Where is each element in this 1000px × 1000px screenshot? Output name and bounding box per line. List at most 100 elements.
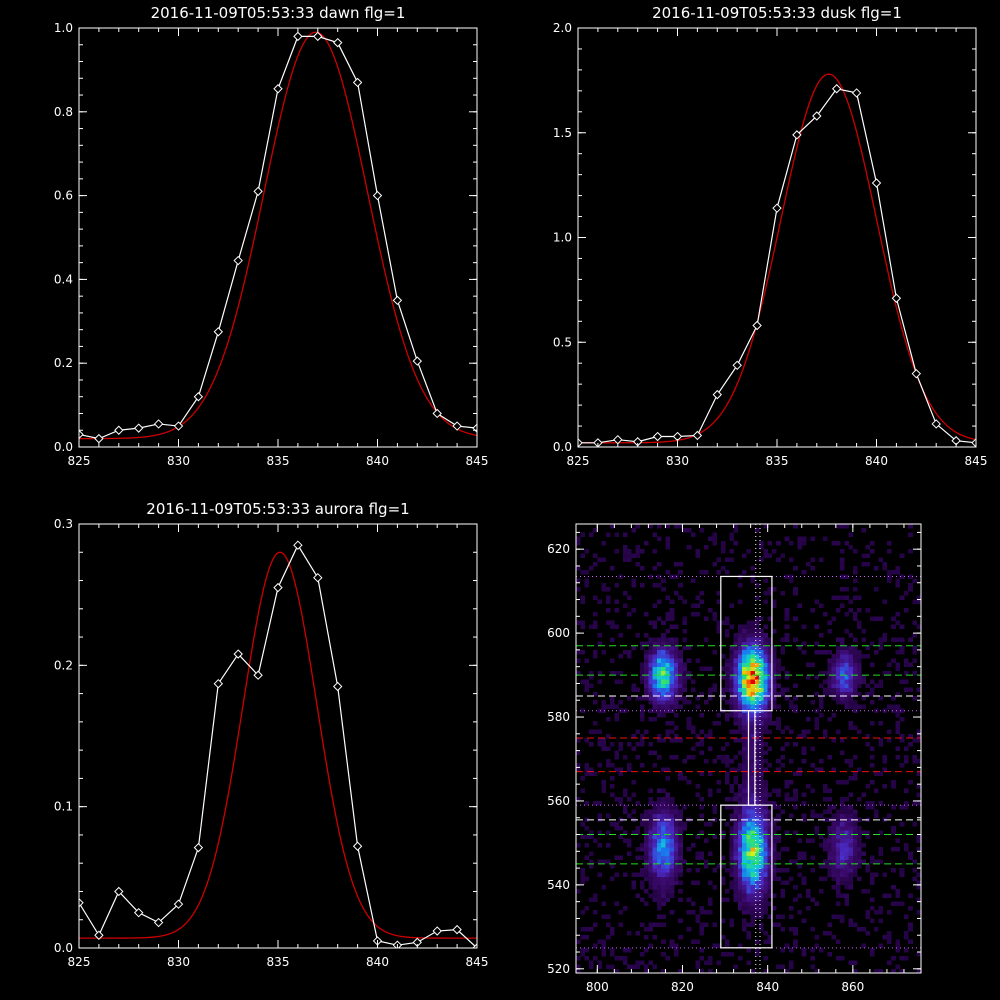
heatmap-cell: [699, 956, 705, 961]
heatmap-cell: [827, 788, 832, 793]
heatmap-cell: [725, 775, 730, 781]
heatmap-cell: [639, 645, 645, 651]
heatmap-cell: [827, 717, 832, 722]
heatmap-cell: [763, 910, 768, 915]
heatmap-cell: [746, 922, 751, 928]
heatmap-cell: [678, 595, 683, 600]
heatmap-cell: [708, 607, 713, 613]
heatmap-cell: [652, 813, 658, 819]
heatmap-cell: [661, 578, 666, 584]
heatmap-cell: [716, 788, 722, 793]
heatmap-cell: [737, 649, 743, 655]
heatmap-cell: [759, 872, 764, 877]
heatmap-cell: [656, 838, 662, 844]
heatmap-cell: [916, 599, 922, 605]
heatmap-cell: [852, 813, 858, 819]
heatmap-cell: [746, 884, 751, 890]
heatmap-cell: [780, 964, 785, 970]
heatmap-cell: [656, 582, 662, 588]
heatmap-cell: [746, 687, 751, 693]
heatmap-cell: [852, 863, 858, 869]
heatmap-cell: [635, 742, 641, 747]
heatmap-cell: [840, 691, 845, 697]
heatmap-cell: [771, 893, 777, 898]
heatmap-cell: [835, 880, 841, 886]
heatmap-cell: [844, 654, 849, 659]
heatmap-cell: [742, 926, 747, 932]
x-tick-label: 860: [841, 980, 864, 994]
heatmap-cell: [652, 851, 658, 856]
heatmap-cell: [742, 763, 747, 768]
heatmap-cell: [661, 637, 666, 642]
heatmap-cell: [852, 666, 858, 672]
heatmap-cell: [729, 859, 734, 865]
heatmap-cell: [627, 931, 632, 936]
heatmap-cell: [852, 960, 858, 965]
heatmap-cell: [814, 649, 820, 655]
heatmap-cell: [729, 649, 734, 655]
heatmap-cell: [810, 926, 815, 932]
heatmap-cell: [678, 654, 683, 659]
heatmap-cell: [750, 645, 756, 651]
heatmap-cell: [618, 800, 624, 806]
heatmap-cell: [618, 670, 624, 676]
heatmap-cell: [631, 683, 636, 688]
heatmap-cell: [742, 855, 747, 860]
heatmap-cell: [759, 700, 764, 705]
heatmap-cell: [852, 565, 858, 571]
heatmap-cell: [605, 922, 611, 928]
heatmap-cell: [750, 649, 756, 655]
heatmap-cell: [695, 855, 700, 860]
heatmap-cell: [733, 897, 739, 902]
heatmap-cell: [648, 851, 653, 856]
heatmap-cell: [903, 679, 909, 684]
heatmap-cell: [627, 549, 632, 554]
heatmap-cell: [682, 620, 688, 626]
data-point: [352, 841, 363, 851]
heatmap-cell: [810, 565, 815, 571]
heatmap-cell: [618, 654, 624, 659]
heatmap-cell: [610, 637, 615, 642]
heatmap-cell: [844, 842, 849, 848]
heatmap-cell: [708, 821, 713, 827]
heatmap-cell: [763, 809, 768, 814]
heatmap-cell: [665, 767, 670, 772]
heatmap-cell: [912, 754, 918, 760]
heatmap-cell: [725, 687, 730, 693]
heatmap-cell: [831, 863, 837, 869]
heatmap-cell: [725, 620, 730, 626]
heatmap-cell: [780, 553, 785, 558]
heatmap-cell: [648, 696, 653, 701]
heatmap-cell: [899, 717, 905, 722]
heatmap-cell: [665, 884, 670, 890]
heatmap-cell: [610, 952, 615, 957]
heatmap-cell: [725, 633, 730, 638]
heatmap-cell: [759, 540, 764, 546]
heatmap-cell: [903, 746, 909, 751]
heatmap-cell: [835, 834, 841, 840]
heatmap-cell: [584, 687, 590, 693]
heatmap-cell: [720, 880, 726, 886]
heatmap-cell: [814, 826, 820, 831]
heatmap-cell: [644, 683, 649, 688]
heatmap-cell: [763, 863, 768, 869]
heatmap-cell: [665, 838, 670, 844]
heatmap-cell: [588, 670, 594, 676]
heatmap-cell: [669, 696, 675, 701]
heatmap-cell: [852, 868, 858, 873]
heatmap-cell: [601, 700, 607, 705]
heatmap-cell: [788, 813, 794, 819]
chart-title: 2016-11-09T05:53:33 dusk flg=1: [652, 4, 902, 22]
heatmap-cell: [827, 872, 832, 877]
heatmap-cell: [639, 813, 645, 819]
heatmap-cell: [878, 830, 883, 835]
heatmap-cell: [605, 746, 611, 751]
heatmap-cell: [763, 779, 768, 785]
heatmap-cell: [750, 666, 756, 672]
heatmap-cell: [725, 805, 730, 810]
heatmap-cell: [827, 847, 832, 852]
heatmap-cell: [737, 817, 743, 823]
heatmap-cell: [797, 910, 803, 915]
heatmap-cell: [665, 700, 670, 705]
heatmap-cell: [886, 813, 892, 819]
